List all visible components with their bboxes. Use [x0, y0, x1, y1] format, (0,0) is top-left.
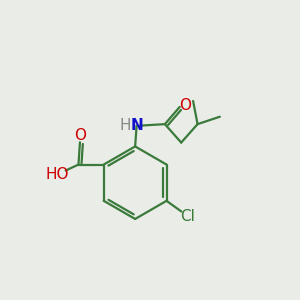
Text: H: H [120, 118, 131, 133]
Text: O: O [74, 128, 86, 143]
Text: Cl: Cl [181, 209, 195, 224]
Text: HO: HO [46, 167, 69, 182]
Text: O: O [179, 98, 191, 113]
Text: N: N [131, 118, 144, 133]
